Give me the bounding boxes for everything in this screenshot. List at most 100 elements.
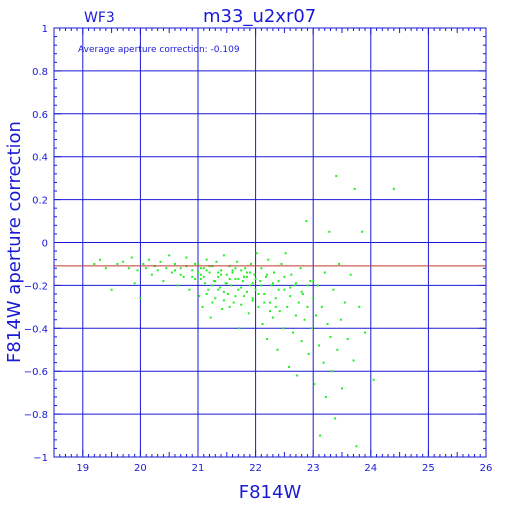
data-point [232, 301, 235, 304]
data-point [312, 280, 315, 283]
data-point [260, 284, 263, 287]
data-point [277, 280, 280, 283]
data-point [355, 445, 358, 448]
data-point [228, 277, 231, 280]
data-point [240, 269, 243, 272]
data-point [259, 280, 262, 283]
data-point [209, 316, 212, 319]
data-point [217, 288, 220, 291]
data-point [199, 273, 202, 276]
data-point [168, 254, 171, 257]
data-point [339, 318, 342, 321]
data-point [313, 383, 316, 386]
data-point [315, 314, 318, 317]
data-point [243, 275, 246, 278]
data-point [148, 258, 151, 261]
data-point [156, 269, 159, 272]
data-point [202, 267, 205, 270]
data-point [270, 284, 273, 287]
data-point [191, 269, 194, 272]
y-tick-label: 0.2 [32, 196, 48, 207]
data-point [263, 292, 266, 295]
data-point [332, 288, 335, 291]
data-point [269, 301, 271, 304]
data-point [127, 267, 130, 270]
data-point [248, 284, 251, 287]
data-point [222, 254, 225, 257]
data-point [254, 277, 257, 280]
data-point [225, 282, 228, 285]
data-point [211, 301, 214, 304]
data-point [245, 290, 248, 293]
data-point [305, 220, 308, 223]
data-point [260, 267, 263, 270]
data-point [198, 295, 201, 298]
data-point [185, 256, 188, 259]
data-point [273, 271, 276, 274]
data-point [289, 286, 292, 289]
y-tick-label: 0.4 [32, 153, 48, 164]
data-point [99, 258, 102, 261]
data-point [261, 323, 264, 326]
data-point [197, 262, 199, 265]
data-point [211, 284, 214, 287]
data-point [231, 271, 234, 274]
data-point [253, 273, 256, 276]
data-point [288, 365, 291, 368]
data-point [207, 288, 210, 291]
data-point [245, 271, 248, 274]
data-point [244, 267, 247, 270]
data-point [307, 353, 310, 356]
data-point [294, 282, 297, 285]
y-tick-label: −0.8 [24, 410, 48, 421]
data-point [217, 275, 220, 278]
data-point [116, 262, 119, 265]
data-point [213, 280, 216, 283]
data-point [194, 262, 197, 265]
data-point [324, 395, 327, 398]
data-point [263, 301, 266, 304]
data-point [349, 273, 352, 276]
x-tick-label: 19 [76, 463, 89, 474]
y-tick-label: −1 [33, 453, 48, 464]
data-point [228, 305, 231, 308]
data-point [334, 417, 337, 420]
average-annotation: Average aperture correction: -0.109 [78, 45, 240, 55]
data-point [364, 331, 367, 334]
data-point [145, 267, 148, 270]
data-point [283, 288, 286, 291]
data-point [299, 267, 302, 270]
data-point [231, 269, 234, 272]
data-point [276, 348, 279, 351]
data-point [165, 267, 168, 270]
data-point [234, 277, 237, 280]
data-point [243, 295, 246, 298]
data-point [372, 378, 375, 381]
data-point [221, 307, 224, 310]
x-axis-label: F814W [239, 482, 302, 503]
data-point [225, 273, 228, 276]
data-point [201, 305, 204, 308]
data-point [215, 260, 218, 263]
data-point [142, 262, 145, 265]
data-point [330, 370, 333, 373]
data-point [257, 292, 260, 295]
data-point [171, 271, 174, 274]
data-point [338, 262, 341, 265]
data-point [280, 262, 283, 265]
y-tick-labels: 1 0.8 0.6 0.4 0.2 0 −0.2 −0.4 −0.6 −0.8 −1 [24, 24, 48, 464]
data-point [255, 252, 258, 255]
data-point [292, 331, 295, 334]
data-point [238, 327, 241, 330]
data-point [343, 301, 346, 304]
data-point [264, 275, 267, 278]
x-tick-label: 23 [307, 463, 320, 474]
data-point [224, 282, 227, 285]
data-point [296, 374, 299, 377]
data-point [290, 273, 293, 276]
data-point [150, 273, 153, 276]
data-point [191, 275, 194, 278]
data-point [93, 262, 96, 265]
data-point [271, 282, 274, 285]
data-point [293, 284, 296, 287]
